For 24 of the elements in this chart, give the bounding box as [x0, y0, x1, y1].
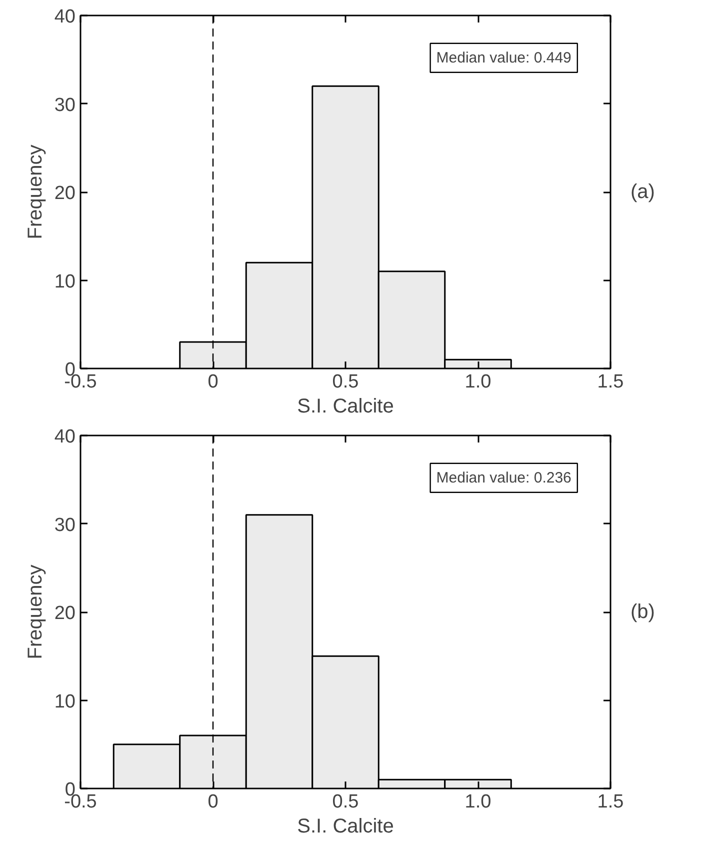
x-axis-title: S.I. Calcite — [297, 396, 394, 418]
y-tick-label: 10 — [54, 271, 76, 292]
text: (a) — [630, 181, 655, 203]
x-tick-label: 0 — [208, 372, 218, 392]
y-tick-label: 10 — [54, 691, 76, 712]
x-tick-label: 1.5 — [597, 792, 624, 812]
x-tick-label: 1.0 — [464, 792, 492, 812]
annotation: Median value: 0.236 — [436, 469, 572, 486]
y-axis-title: Frequency — [24, 144, 46, 240]
x-tick-label: 1.0 — [464, 372, 492, 392]
y-axis-title: Frequency — [24, 564, 46, 660]
x-axis-title: S.I. Calcite — [297, 816, 394, 838]
x-tick-label: 0.5 — [332, 372, 359, 392]
x-tick-label: 1.5 — [597, 372, 624, 392]
y-tick-label: 20 — [54, 183, 76, 204]
y-tick-label: 20 — [54, 603, 76, 624]
y-tick-label: 40 — [54, 426, 76, 448]
y-tick-label: 30 — [54, 514, 76, 536]
y-tick-label: 40 — [54, 6, 76, 28]
x-tick-label: 0 — [208, 792, 218, 812]
y-tick-label: 30 — [54, 94, 76, 116]
x-tick-label: 0.5 — [332, 792, 359, 812]
text: (b) — [630, 601, 655, 623]
annotation: Median value: 0.449 — [436, 49, 572, 66]
